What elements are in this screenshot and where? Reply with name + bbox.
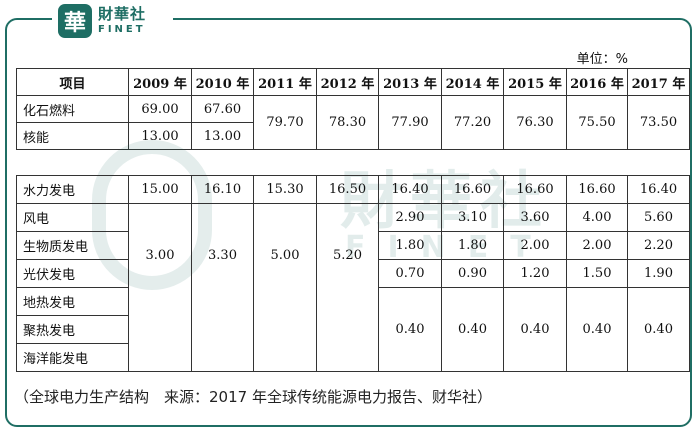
header-2017: 2017 年 [627, 68, 690, 96]
cell-biomass-2016: 2.00 [566, 231, 628, 260]
row-label-solar: 光伏发电 [16, 259, 129, 288]
source-caption: （全球电力生产结构 来源：2017 年全球传统能源电力报告、财华社） [14, 388, 492, 406]
row-label-csp: 聚热发电 [16, 315, 129, 344]
finet-logo: 華 財華社 FINET [52, 2, 173, 40]
cell-fossil-2009: 69.00 [128, 95, 192, 123]
cell-hydro-2017: 16.40 [627, 175, 690, 204]
cell-renewables-2010: 3.30 [191, 203, 254, 372]
header-item: 项目 [16, 68, 129, 96]
row-label-wind: 风电 [16, 203, 129, 232]
cell-other-2014: 0.40 [441, 287, 504, 372]
cell-wind-2014: 3.10 [441, 203, 504, 232]
finet-logo-icon: 華 [58, 4, 92, 38]
cell-hydro-2015: 16.60 [503, 175, 567, 204]
cell-biomass-2015: 2.00 [503, 231, 567, 260]
cell-biomass-2013: 1.80 [378, 231, 442, 260]
cell-fossil-nuclear-2014: 77.20 [441, 95, 504, 150]
logo-name-en: FINET [98, 24, 146, 35]
cell-solar-2015: 1.20 [503, 259, 567, 288]
cell-renewables-2012: 5.20 [316, 203, 379, 372]
cell-hydro-2014: 16.60 [441, 175, 504, 204]
table-row: 光伏发电 0.70 0.90 1.20 1.50 1.90 [16, 259, 690, 288]
energy-structure-table-bottom: 水力发电 15.00 16.10 15.30 16.50 16.40 16.60… [16, 175, 690, 372]
cell-fossil-nuclear-2013: 77.90 [378, 95, 442, 150]
header-2009: 2009 年 [128, 68, 192, 96]
cell-hydro-2011: 15.30 [253, 175, 317, 204]
cell-fossil-nuclear-2017: 73.50 [627, 95, 690, 150]
cell-hydro-2009: 15.00 [128, 175, 192, 204]
cell-solar-2016: 1.50 [566, 259, 628, 288]
cell-hydro-2012: 16.50 [316, 175, 379, 204]
cell-biomass-2017: 2.20 [627, 231, 690, 260]
cell-fossil-2010: 67.60 [191, 95, 254, 123]
table-row: 地热发电 0.40 0.40 0.40 0.40 0.40 [16, 287, 690, 372]
header-2013: 2013 年 [378, 68, 442, 96]
row-label-nuclear: 核能 [16, 122, 129, 150]
cell-fossil-nuclear-2015: 76.30 [503, 95, 567, 150]
row-label-fossil: 化石燃料 [16, 95, 129, 123]
cell-wind-2013: 2.90 [378, 203, 442, 232]
table-row: 核能 13.00 13.00 [16, 122, 690, 150]
logo-name-cn: 財華社 [98, 5, 147, 23]
cell-wind-2016: 4.00 [566, 203, 628, 232]
header-row: 项目 2009 年 2010 年 2011 年 2012 年 2013 年 20… [16, 68, 690, 96]
row-label-biomass: 生物质发电 [16, 231, 129, 260]
content-frame [5, 18, 692, 427]
header-2011: 2011 年 [253, 68, 317, 96]
cell-renewables-2011: 5.00 [253, 203, 317, 372]
cell-solar-2017: 1.90 [627, 259, 690, 288]
cell-biomass-2014: 1.80 [441, 231, 504, 260]
row-label-hydro: 水力发电 [16, 175, 129, 204]
cell-nuclear-2010: 13.00 [191, 122, 254, 150]
cell-hydro-2013: 16.40 [378, 175, 442, 204]
header-2012: 2012 年 [316, 68, 379, 96]
cell-solar-2014: 0.90 [441, 259, 504, 288]
table-row: 水力发电 15.00 16.10 15.30 16.50 16.40 16.60… [16, 175, 690, 204]
cell-other-2016: 0.40 [566, 287, 628, 372]
row-label-geothermal: 地热发电 [16, 287, 129, 316]
cell-other-2017: 0.40 [627, 287, 690, 372]
cell-fossil-nuclear-2016: 75.50 [566, 95, 628, 150]
row-label-ocean: 海洋能发电 [16, 343, 129, 372]
unit-label: 单位：% [576, 52, 628, 67]
cell-hydro-2010: 16.10 [191, 175, 254, 204]
table-row: 海洋能发电 [16, 343, 690, 372]
cell-nuclear-2009: 13.00 [128, 122, 192, 150]
cell-wind-2015: 3.60 [503, 203, 567, 232]
header-2015: 2015 年 [503, 68, 567, 96]
cell-other-2013: 0.40 [378, 287, 442, 372]
cell-fossil-nuclear-2012: 78.30 [316, 95, 379, 150]
cell-other-2015: 0.40 [503, 287, 567, 372]
energy-structure-table-top: 项目 2009 年 2010 年 2011 年 2012 年 2013 年 20… [16, 68, 690, 150]
header-2016: 2016 年 [566, 68, 628, 96]
table-row: 化石燃料 69.00 67.60 79.70 78.30 77.90 77.20… [16, 95, 690, 150]
header-2010: 2010 年 [191, 68, 254, 96]
cell-fossil-nuclear-2011: 79.70 [253, 95, 317, 150]
cell-wind-2017: 5.60 [627, 203, 690, 232]
cell-solar-2013: 0.70 [378, 259, 442, 288]
header-2014: 2014 年 [441, 68, 504, 96]
cell-renewables-2009: 3.00 [128, 203, 192, 372]
table-row: 风电 3.00 3.30 5.00 5.20 2.90 3.10 3.60 4.… [16, 203, 690, 372]
cell-hydro-2016: 16.60 [566, 175, 628, 204]
